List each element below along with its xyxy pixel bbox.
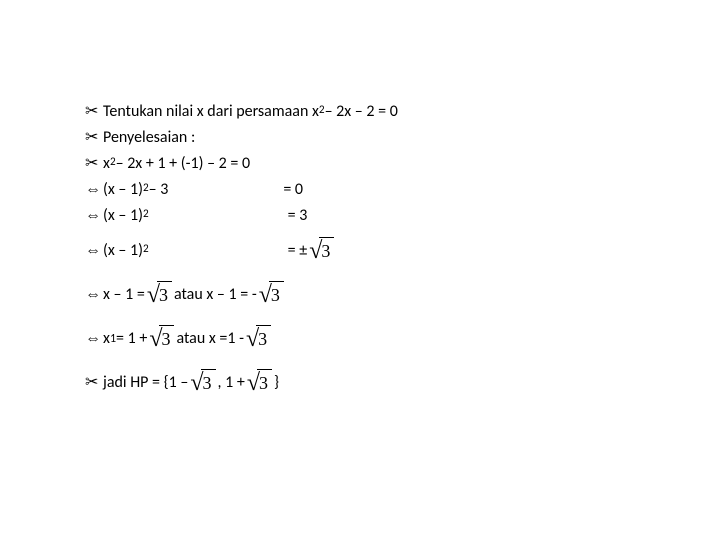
text-segment: (x – 1)	[103, 178, 143, 202]
sqrt-value: 3	[257, 369, 272, 397]
superscript: 2	[319, 102, 325, 119]
text-segment: = 1 +	[116, 327, 147, 351]
scissors-icon: ✂	[85, 100, 103, 124]
text-segment: = 0	[283, 178, 303, 202]
sqrt-value: 3	[157, 281, 172, 309]
text-segment: x – 1 =	[103, 283, 145, 307]
text-segment: (x – 1)	[103, 239, 143, 263]
line-answer: ✂ jadi HP = {1 – √3 , 1 + √3 }	[85, 366, 720, 400]
line-step4: ⇔ (x – 1)2 = ± √3	[85, 234, 720, 268]
arrow-icon: ⇔	[85, 283, 103, 307]
text-segment: x	[103, 152, 110, 176]
superscript: 2	[143, 206, 149, 223]
sqrt-expression: √3	[247, 369, 272, 397]
text-segment: = 3	[288, 204, 308, 228]
sqrt-expression: √3	[149, 325, 174, 353]
text-segment: = ±	[288, 239, 308, 263]
text-segment: Tentukan nilai x dari persamaan x	[103, 100, 319, 124]
text-segment: – 2x – 2 = 0	[325, 100, 398, 124]
sqrt-value: 3	[201, 369, 216, 397]
superscript: 2	[110, 154, 116, 171]
text-segment: atau x – 1 = -	[174, 283, 257, 307]
sqrt-expression: √3	[309, 237, 334, 265]
line-step2: ⇔ (x – 1)2 – 3 = 0	[85, 178, 720, 202]
scissors-icon: ✂	[85, 126, 103, 150]
superscript: 2	[143, 180, 149, 197]
line-problem: ✂ Tentukan nilai x dari persamaan x2 – 2…	[85, 100, 720, 124]
sqrt-expression: √3	[190, 369, 215, 397]
scissors-icon: ✂	[85, 152, 103, 176]
scissors-icon: ✂	[85, 371, 103, 395]
text-segment: , 1 +	[218, 371, 245, 395]
text-segment: Penyelesaian :	[103, 126, 195, 150]
line-step5: ⇔ x – 1 = √3 atau x – 1 = - √3	[85, 278, 720, 312]
line-step1: ✂ x2 – 2x + 1 + (-1) – 2 = 0	[85, 152, 720, 176]
superscript: 2	[143, 241, 149, 258]
arrow-icon: ⇔	[85, 239, 103, 263]
text-segment: – 2x + 1 + (-1) – 2 = 0	[116, 152, 250, 176]
text-segment: atau x =1 -	[176, 327, 244, 351]
sqrt-expression: √3	[147, 281, 172, 309]
sqrt-value: 3	[269, 281, 284, 309]
sqrt-expression: √3	[259, 281, 284, 309]
line-step3: ⇔ (x – 1)2 = 3	[85, 204, 720, 228]
text-segment: jadi HP = {1 –	[103, 371, 188, 395]
arrow-icon: ⇔	[85, 178, 103, 202]
line-step6: ⇔ x1 = 1 + √3 atau x =1 - √3	[85, 322, 720, 356]
sqrt-value: 3	[159, 325, 174, 353]
text-segment: }	[274, 371, 279, 395]
text-segment: – 3	[149, 178, 169, 202]
line-solution-label: ✂ Penyelesaian :	[85, 126, 720, 150]
text-segment: x	[103, 327, 110, 351]
arrow-icon: ⇔	[85, 327, 103, 351]
text-segment: (x – 1)	[103, 204, 143, 228]
sqrt-value: 3	[256, 325, 271, 353]
arrow-icon: ⇔	[85, 204, 103, 228]
sqrt-expression: √3	[246, 325, 271, 353]
sqrt-value: 3	[319, 237, 334, 265]
